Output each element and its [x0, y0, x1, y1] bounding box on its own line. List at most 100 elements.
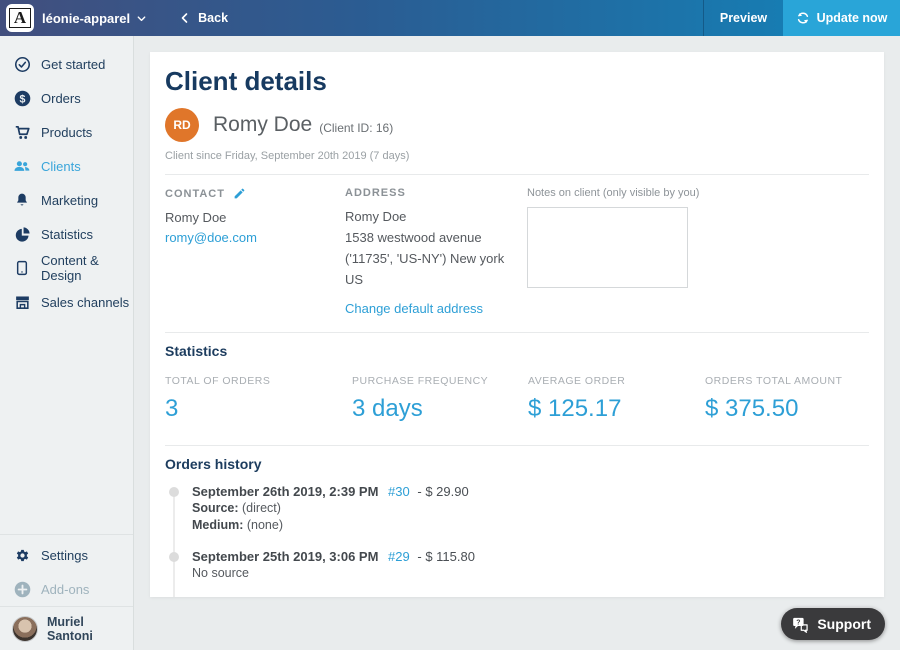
sidebar-item-orders[interactable]: $ Orders — [0, 81, 133, 115]
sidebar-item-clients[interactable]: Clients — [0, 149, 133, 183]
client-id: (Client ID: 16) — [319, 121, 394, 135]
order-date: September 26th 2019, 2:39 PM — [192, 483, 379, 499]
sidebar-item-label: Clients — [41, 158, 81, 174]
sidebar-item-label: Get started — [41, 56, 106, 72]
stat-label: TOTAL OF ORDERS — [165, 374, 271, 387]
contact-label: CONTACT — [165, 187, 225, 200]
divider — [165, 444, 869, 446]
order-line-text: (direct) — [238, 500, 281, 515]
tablet-icon — [13, 259, 31, 277]
sidebar-item-add-ons[interactable]: Add-ons — [0, 572, 133, 606]
sidebar-item-content-design[interactable]: Content & Design — [0, 251, 133, 285]
client-avatar: RD — [165, 108, 199, 142]
sidebar-item-sales-channels[interactable]: Sales channels — [0, 285, 133, 319]
chevron-left-icon — [179, 12, 191, 24]
logo-letter: A — [8, 8, 32, 28]
stat-average-order: AVERAGE ORDER $ 125.17 — [528, 375, 705, 423]
support-label: Support — [817, 616, 871, 632]
sidebar-item-label: Settings — [41, 547, 88, 563]
svg-text:?: ? — [797, 619, 801, 626]
address-label: ADDRESS — [345, 187, 406, 199]
order-source: Source: (direct) — [192, 501, 869, 517]
sidebar-item-settings[interactable]: Settings — [0, 538, 133, 572]
stat-label: ORDERS TOTAL AMOUNT — [705, 374, 843, 387]
sidebar-item-statistics[interactable]: Statistics — [0, 217, 133, 251]
bell-icon — [13, 191, 31, 209]
order-entry: September 25th 2019, 3:06 PM #29 - $ 115… — [169, 548, 869, 582]
edit-pencil-icon[interactable] — [233, 187, 246, 200]
sidebar-item-label: Add-ons — [41, 581, 90, 597]
app-logo[interactable]: A — [6, 4, 34, 32]
stat-label: AVERAGE ORDER — [528, 374, 626, 387]
store-switcher[interactable]: léonie-apparel — [42, 11, 147, 26]
order-entry: September 20th 2019, 9:48 AM #26 - $ 229… — [192, 596, 869, 597]
order-medium: Medium: (none) — [192, 518, 869, 534]
chat-question-icon: ? — [791, 616, 810, 633]
update-now-button[interactable]: Update now — [783, 0, 900, 36]
sidebar-item-label: Statistics — [41, 226, 94, 242]
stat-purchase-frequency: PURCHASE FREQUENCY 3 days — [352, 375, 528, 423]
order-date: September 25th 2019, 3:06 PM — [192, 548, 379, 564]
cart-icon — [13, 123, 31, 141]
contact-name: Romy Doe — [165, 210, 227, 225]
sidebar-item-get-started[interactable]: Get started — [0, 47, 133, 81]
notes-label: Notes on client (only visible by you) — [527, 187, 700, 199]
refresh-icon — [796, 11, 810, 25]
plus-circle-icon — [13, 580, 31, 598]
update-now-label: Update now — [816, 11, 888, 25]
statistics-heading: Statistics — [165, 342, 228, 359]
order-source: No source — [192, 566, 869, 582]
address-line: US — [345, 271, 364, 287]
stat-value: 3 — [165, 394, 179, 422]
stat-label: PURCHASE FREQUENCY — [352, 374, 489, 387]
dollar-circle-icon: $ — [13, 89, 31, 107]
sidebar-item-label: Products — [41, 124, 93, 140]
order-line-text: No source — [192, 565, 249, 580]
order-number-link[interactable]: #26 — [388, 596, 410, 597]
timeline-dot — [169, 551, 179, 562]
user-menu[interactable]: Muriel Santoni — [0, 606, 133, 650]
stat-value: $ 125.17 — [528, 394, 622, 422]
storefront-icon — [13, 293, 31, 311]
order-entry: September 26th 2019, 2:39 PM #30 - $ 29.… — [169, 483, 869, 534]
change-default-address-link[interactable]: Change default address — [345, 300, 484, 316]
stat-orders-total-amount: ORDERS TOTAL AMOUNT $ 375.50 — [705, 375, 842, 423]
order-amount: - $ 229.80 — [418, 596, 477, 597]
people-icon — [13, 157, 31, 175]
back-label: Back — [198, 11, 229, 25]
timeline-line — [173, 487, 175, 597]
order-number-link[interactable]: #29 — [388, 548, 410, 564]
stat-value: 3 days — [352, 394, 423, 422]
sidebar: Get started $ Orders Products Clients Ma… — [0, 36, 134, 650]
chevron-down-icon — [136, 13, 147, 24]
orders-timeline: September 26th 2019, 2:39 PM #30 - $ 29.… — [165, 484, 869, 597]
address-line: ('11735', 'US-NY') New york — [345, 250, 505, 266]
sidebar-item-label: Marketing — [41, 192, 99, 208]
divider — [165, 174, 869, 175]
contact-email-link[interactable]: romy@doe.com — [165, 230, 257, 245]
timeline-dot — [169, 486, 179, 497]
svg-text:$: $ — [19, 93, 25, 105]
sidebar-item-marketing[interactable]: Marketing — [0, 183, 133, 217]
support-button[interactable]: ? Support — [781, 608, 885, 640]
user-avatar — [12, 615, 38, 642]
order-date: September 20th 2019, 9:48 AM — [192, 596, 379, 597]
order-amount: - $ 115.80 — [417, 548, 475, 564]
gear-icon — [13, 546, 31, 564]
back-button[interactable]: Back — [179, 11, 228, 25]
client-name: Romy Doe — [213, 113, 313, 136]
store-name: léonie-apparel — [42, 10, 131, 26]
check-circle-icon — [13, 55, 31, 73]
pie-chart-icon — [13, 225, 31, 243]
sidebar-item-products[interactable]: Products — [0, 115, 133, 149]
client-since: Client since Friday, September 20th 2019… — [165, 150, 410, 162]
address-line: Romy Doe — [345, 209, 407, 224]
orders-history-heading: Orders history — [165, 455, 262, 472]
topbar: A léonie-apparel Back Preview Update now — [0, 0, 900, 36]
order-number-link[interactable]: #30 — [388, 483, 410, 499]
preview-button[interactable]: Preview — [703, 0, 783, 36]
stat-total-orders: TOTAL OF ORDERS 3 — [165, 375, 352, 423]
notes-textarea[interactable] — [527, 207, 688, 288]
page-title: Client details — [165, 66, 327, 96]
order-amount: - $ 29.90 — [417, 483, 469, 499]
